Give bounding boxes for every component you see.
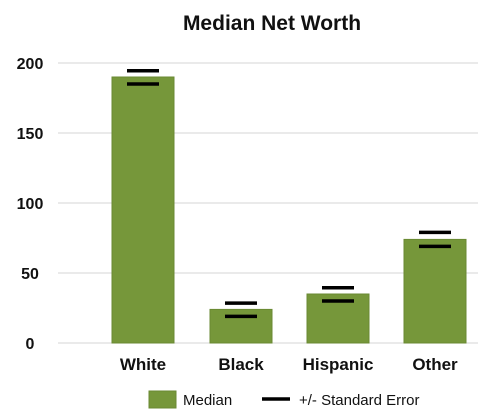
legend-swatch-median <box>148 390 177 409</box>
bar-black <box>209 308 273 344</box>
y-tick-label: 100 <box>17 196 44 213</box>
y-axis: 0 50 100 150 200 <box>17 56 44 353</box>
y-tick-label: 150 <box>17 126 44 143</box>
legend-label-error: +/- Standard Error <box>299 392 419 409</box>
legend-label-median: Median <box>183 392 232 409</box>
y-tick-label: 0 <box>26 336 35 353</box>
x-tick-label: White <box>120 355 166 374</box>
x-tick-label: Hispanic <box>303 355 374 374</box>
y-tick-label: 50 <box>21 266 39 283</box>
error-bars <box>127 68 451 319</box>
x-tick-label: Black <box>218 355 264 374</box>
bars <box>111 76 467 344</box>
chart-title: Median Net Worth <box>183 12 361 35</box>
x-tick-label: Other <box>412 355 458 374</box>
bar-white <box>111 76 175 344</box>
bar-other <box>403 238 467 344</box>
legend: Median +/- Standard Error <box>148 390 419 409</box>
y-tick-label: 200 <box>17 56 44 73</box>
x-axis: White Black Hispanic Other <box>120 355 458 374</box>
